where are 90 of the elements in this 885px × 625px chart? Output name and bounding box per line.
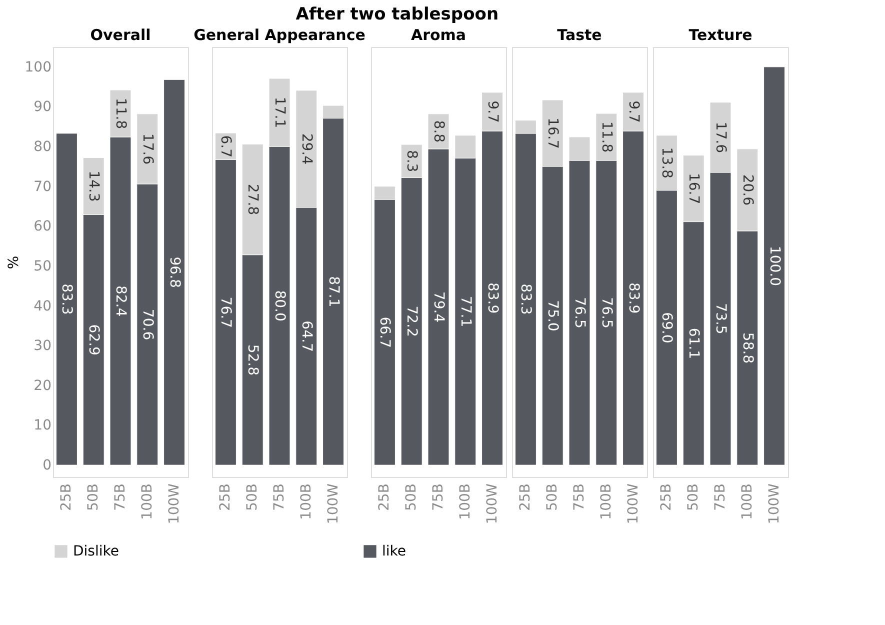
y-tick-label: 40 — [34, 298, 52, 314]
x-tick-label: 50B — [86, 484, 102, 511]
data-label: 83.9 — [484, 282, 500, 314]
x-tick-label: 25B — [58, 484, 75, 511]
legend-label: Dislike — [73, 543, 119, 560]
text: After two tablespoon — [296, 4, 499, 24]
x-tick-label: 100B — [139, 484, 156, 520]
data-label: 72.2 — [404, 306, 420, 337]
y-tick-label: 100 — [24, 59, 52, 76]
data-label: 52.8 — [244, 344, 261, 376]
x-tick-label: 25B — [518, 484, 534, 511]
x-tick-label: 100B — [298, 484, 314, 520]
y-tick-label: 20 — [34, 378, 52, 394]
y-tick-label: 80 — [34, 139, 52, 156]
data-label: 77.1 — [457, 296, 474, 328]
data-label: 11.8 — [112, 98, 128, 130]
y-axis-title: % — [6, 256, 22, 270]
data-label: 16.7 — [544, 118, 561, 149]
data-label: 76.5 — [572, 297, 588, 328]
data-label: 73.5 — [712, 303, 728, 334]
data-label: 75.0 — [544, 300, 561, 332]
data-label: 87.1 — [325, 276, 342, 308]
data-label: 83.3 — [58, 284, 75, 315]
x-tick-label: 100B — [457, 484, 474, 520]
data-label: 80.0 — [272, 290, 288, 322]
chart-title: Aroma — [410, 26, 466, 44]
data-label: 17.6 — [712, 122, 728, 154]
data-label: 83.9 — [625, 282, 642, 314]
data-label: 27.8 — [244, 184, 261, 216]
data-label: 70.6 — [139, 308, 156, 340]
y-tick-label: 70 — [34, 178, 52, 195]
data-label: 13.8 — [658, 147, 675, 178]
x-tick-label: 75B — [712, 484, 728, 511]
x-tick-label: 50B — [544, 484, 561, 511]
x-tick-label: 75B — [112, 484, 128, 511]
chart-title: General Appearance — [194, 26, 366, 44]
x-tick-label: 50B — [404, 484, 420, 511]
data-label: 17.6 — [139, 133, 156, 165]
chart-title: Overall — [90, 26, 151, 44]
y-tick-label: 30 — [34, 338, 52, 354]
x-tick-label: 100W — [484, 483, 500, 524]
y-tick-label: 60 — [34, 218, 52, 235]
data-label: 16.7 — [686, 172, 702, 204]
x-tick-label: 75B — [430, 484, 446, 511]
data-label: 11.8 — [598, 121, 614, 153]
data-label: 83.3 — [518, 284, 534, 315]
data-label: 9.7 — [484, 100, 500, 123]
data-label: 96.8 — [166, 256, 182, 288]
data-label: 61.1 — [686, 328, 702, 360]
x-tick-label: 100B — [739, 484, 756, 520]
data-label: 14.3 — [86, 170, 102, 202]
data-label: 17.1 — [272, 96, 288, 128]
x-tick-label: 100W — [625, 483, 642, 524]
y-tick-label: 90 — [34, 99, 52, 116]
data-label: 79.4 — [430, 291, 446, 323]
data-label: 9.7 — [625, 100, 642, 123]
bar — [764, 66, 786, 466]
bar — [164, 79, 186, 466]
data-label: 82.4 — [112, 285, 128, 317]
data-label: 62.9 — [86, 324, 102, 356]
x-tick-label: 25B — [658, 484, 675, 511]
y-tick-label: 10 — [34, 418, 52, 434]
chart-title: Taste — [557, 26, 602, 44]
data-label: 69.0 — [658, 312, 675, 344]
x-tick-label: 25B — [376, 484, 393, 511]
x-tick-label: 50B — [244, 484, 261, 511]
data-label: 66.7 — [376, 316, 393, 348]
data-label: 58.8 — [739, 332, 756, 364]
chart-title: Texture — [688, 26, 752, 44]
x-tick-label: 100W — [166, 483, 182, 524]
x-tick-label: 100W — [766, 483, 782, 524]
data-label: 20.6 — [739, 174, 756, 206]
x-tick-label: 25B — [218, 484, 234, 511]
data-label: 29.4 — [298, 133, 314, 165]
x-tick-label: 100W — [325, 483, 342, 524]
bar — [56, 133, 78, 466]
x-tick-label: 50B — [686, 484, 702, 511]
x-tick-label: 100B — [598, 484, 614, 520]
data-label: 64.7 — [298, 320, 314, 352]
data-label: 8.3 — [404, 150, 420, 172]
legend-label: like — [382, 543, 406, 560]
data-label: 76.5 — [598, 297, 614, 328]
data-label: 6.7 — [218, 135, 234, 158]
data-label: 100.0 — [766, 246, 782, 286]
y-tick-label: 0 — [42, 458, 52, 474]
y-tick-label: 50 — [34, 258, 52, 274]
x-tick-label: 75B — [572, 484, 588, 511]
data-label: 8.8 — [430, 120, 446, 143]
data-label: 76.7 — [218, 296, 234, 328]
x-tick-label: 75B — [272, 484, 288, 511]
